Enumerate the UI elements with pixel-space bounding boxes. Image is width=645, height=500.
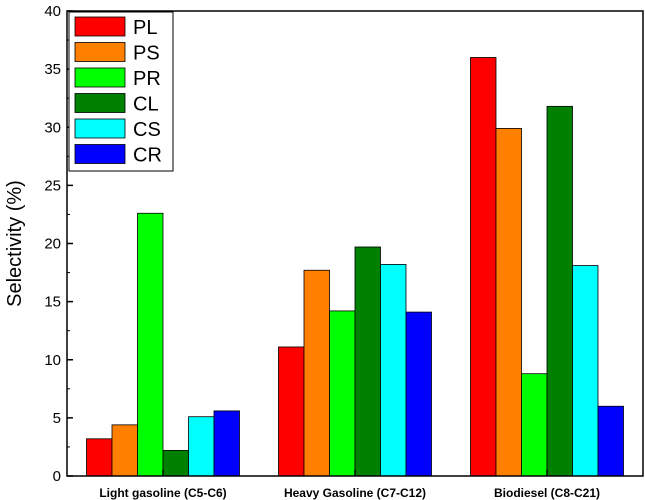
bar-cr-0 [213, 410, 240, 477]
y-tick-label: 10 [44, 352, 61, 369]
bar-cs-1 [380, 264, 407, 477]
bar-cl-2 [546, 105, 573, 477]
x-category-label: Light gasoline (C5-C6) [99, 486, 226, 500]
bar-pl-1 [278, 346, 305, 477]
legend: PL PS PR CL CS CR [68, 11, 174, 172]
y-tick-label: 30 [44, 119, 61, 136]
x-axis: Light gasoline (C5-C6) Heavy Gasoline (C7… [99, 470, 600, 500]
y-tick-label: 25 [44, 177, 61, 194]
x-category-label: Biodiesel (C8-C21) [494, 486, 600, 500]
bar-cs-2 [572, 265, 599, 477]
bar-cl-0 [162, 450, 189, 477]
bar-ps-0 [111, 424, 138, 477]
legend-label-cs: CS [133, 119, 161, 141]
y-tick-label: 35 [44, 61, 61, 78]
bar-pl-0 [86, 438, 113, 477]
y-tick-label: 0 [53, 468, 61, 485]
x-category-label: Heavy Gasoline (C7-C12) [284, 486, 426, 500]
bar-pr-0 [137, 212, 164, 477]
legend-label-cr: CR [133, 145, 162, 167]
legend-label-pr: PR [133, 68, 161, 90]
y-tick-label: 40 [44, 3, 61, 20]
bar-pr-1 [329, 310, 356, 477]
bar-cl-1 [354, 246, 381, 477]
legend-label-cl: CL [133, 94, 159, 116]
bar-cr-1 [405, 311, 432, 477]
legend-swatch-pl [74, 16, 126, 37]
y-tick-label: 5 [53, 410, 61, 427]
legend-swatch-cl [74, 93, 126, 113]
bars-layer [86, 57, 624, 477]
bar-ps-1 [303, 269, 330, 477]
bar-cr-2 [597, 405, 624, 477]
legend-swatch-ps [74, 42, 126, 62]
y-tick-label: 15 [44, 294, 61, 311]
legend-swatch-pr [74, 67, 126, 88]
bar-pr-2 [521, 373, 548, 477]
legend-label-pl: PL [133, 17, 157, 39]
bar-cs-0 [188, 416, 215, 477]
legend-swatch-cs [74, 118, 126, 139]
y-axis-title: Selectivity (%) [4, 180, 26, 307]
y-tick-label: 20 [44, 236, 61, 253]
legend-swatch-cr [74, 144, 126, 164]
legend-label-ps: PS [133, 43, 160, 65]
bar-pl-2 [470, 57, 497, 477]
bar-ps-2 [495, 128, 522, 477]
